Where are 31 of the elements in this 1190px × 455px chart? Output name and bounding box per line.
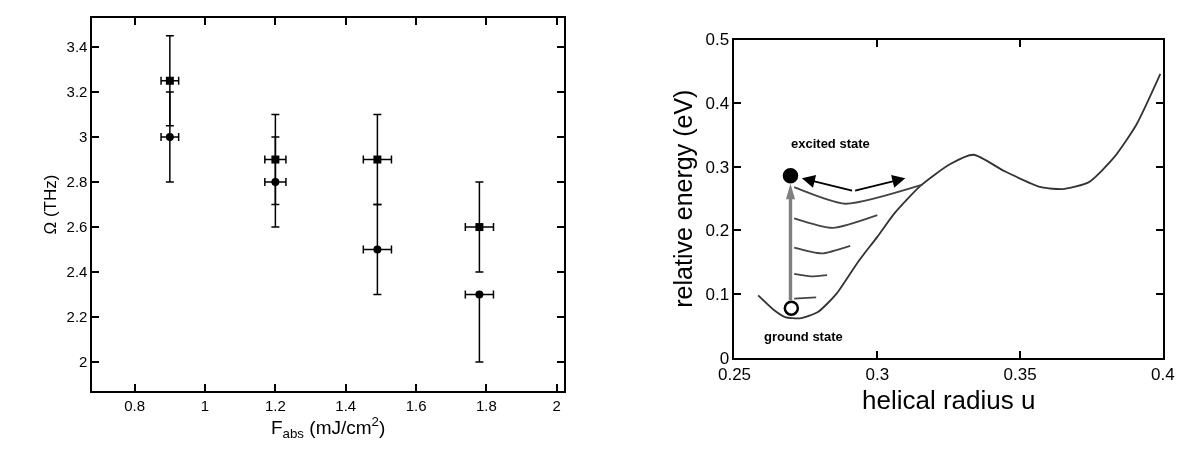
x-tick-label: 1.2 bbox=[264, 397, 286, 415]
x-tick-label: 1.8 bbox=[476, 397, 497, 415]
y-tick-label: 2.4 bbox=[66, 263, 88, 281]
y-tick-label: 0.5 bbox=[705, 30, 730, 50]
x-tick-label: 0.8 bbox=[124, 397, 146, 415]
y-axis-title: relative energy (eV) bbox=[668, 89, 697, 308]
y-tick-label: 0.1 bbox=[705, 285, 730, 305]
annotation: ground state bbox=[764, 329, 843, 344]
y-tick-label: 2.2 bbox=[66, 308, 88, 326]
y-tick-label: 2 bbox=[79, 353, 88, 371]
y-tick-label: 0.2 bbox=[705, 221, 730, 241]
y-tick-label: 3 bbox=[79, 128, 88, 146]
y-tick-label: 0.3 bbox=[705, 157, 730, 177]
x-tick-label: 1.4 bbox=[335, 397, 357, 415]
x-tick-label: 0.35 bbox=[1003, 365, 1037, 385]
y-tick-label: 2.6 bbox=[66, 218, 88, 236]
x-tick-label: 0.25 bbox=[717, 365, 752, 385]
x-tick-label: 1 bbox=[200, 397, 210, 415]
annotation: excited state bbox=[791, 136, 870, 151]
y-tick-label: 3.4 bbox=[66, 38, 88, 56]
x-tick-label: 2 bbox=[552, 397, 561, 415]
y-tick-label: 0.4 bbox=[705, 94, 730, 114]
x-tick-label: 0.4 bbox=[1151, 365, 1175, 385]
x-tick-label: 0.3 bbox=[865, 365, 890, 385]
y-tick-label: 2.8 bbox=[66, 173, 88, 191]
x-axis-title: F$_{abs}$ (mJ/cm$^{2}$) bbox=[270, 414, 386, 442]
x-tick-label: 1.6 bbox=[405, 397, 427, 415]
y-tick-label: 3.2 bbox=[66, 83, 88, 101]
y-axis-title: Ω (THz) bbox=[40, 174, 60, 235]
x-axis-title: helical radius u bbox=[861, 385, 1036, 416]
y-tick-label: 0 bbox=[719, 348, 730, 368]
